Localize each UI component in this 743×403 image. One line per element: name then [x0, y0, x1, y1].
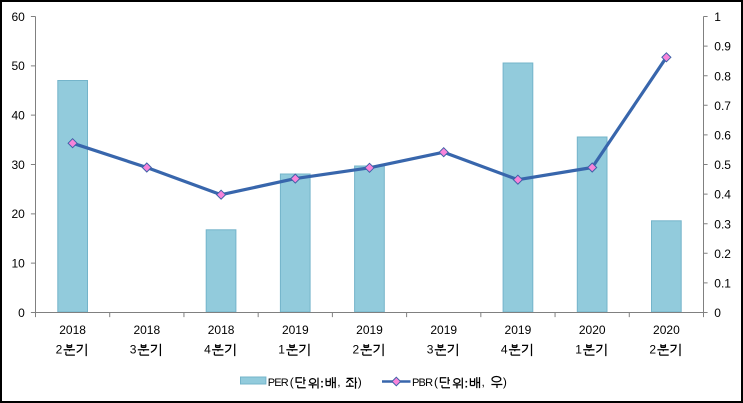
- svg-text:PBR: PBR: [412, 377, 433, 389]
- svg-text:50: 50: [11, 59, 25, 73]
- svg-text:30: 30: [11, 158, 25, 172]
- svg-text:4: 4: [501, 343, 508, 357]
- svg-text:0.9: 0.9: [714, 40, 731, 54]
- svg-text:60: 60: [11, 10, 25, 24]
- svg-text:2019: 2019: [505, 323, 532, 337]
- svg-text:0.2: 0.2: [714, 247, 731, 261]
- svg-text:1: 1: [714, 10, 721, 24]
- svg-text:(: (: [434, 375, 438, 389]
- svg-text:(: (: [290, 375, 294, 389]
- svg-text:0.8: 0.8: [714, 69, 731, 83]
- svg-text:,: ,: [337, 375, 340, 389]
- svg-text:PER: PER: [268, 377, 289, 389]
- svg-text:3: 3: [427, 343, 434, 357]
- svg-text:): ): [358, 375, 362, 389]
- svg-text:2018: 2018: [133, 323, 160, 337]
- svg-text:2018: 2018: [59, 323, 86, 337]
- svg-text:): ): [503, 375, 507, 389]
- svg-text:10: 10: [11, 257, 25, 271]
- svg-text:2: 2: [353, 343, 360, 357]
- svg-text:2019: 2019: [356, 323, 383, 337]
- svg-text:0.7: 0.7: [714, 99, 731, 113]
- svg-text:2: 2: [56, 343, 63, 357]
- svg-text:1: 1: [575, 343, 582, 357]
- svg-text:0.4: 0.4: [714, 188, 731, 202]
- svg-text:4: 4: [204, 343, 211, 357]
- svg-text:,: ,: [482, 375, 485, 389]
- svg-text:0.6: 0.6: [714, 129, 731, 143]
- svg-text:0.1: 0.1: [714, 277, 731, 291]
- svg-text:2020: 2020: [579, 323, 606, 337]
- svg-text:40: 40: [11, 109, 25, 123]
- svg-text:0: 0: [18, 306, 25, 320]
- svg-text:2019: 2019: [430, 323, 457, 337]
- svg-text:1: 1: [278, 343, 285, 357]
- svg-text:2020: 2020: [653, 323, 680, 337]
- svg-text:2: 2: [649, 343, 656, 357]
- svg-text:3: 3: [130, 343, 137, 357]
- svg-text:2019: 2019: [282, 323, 309, 337]
- svg-text:0.3: 0.3: [714, 217, 731, 231]
- svg-text:20: 20: [11, 207, 25, 221]
- svg-text:0: 0: [714, 306, 721, 320]
- svg-text:2018: 2018: [208, 323, 235, 337]
- svg-text:0.5: 0.5: [714, 158, 731, 172]
